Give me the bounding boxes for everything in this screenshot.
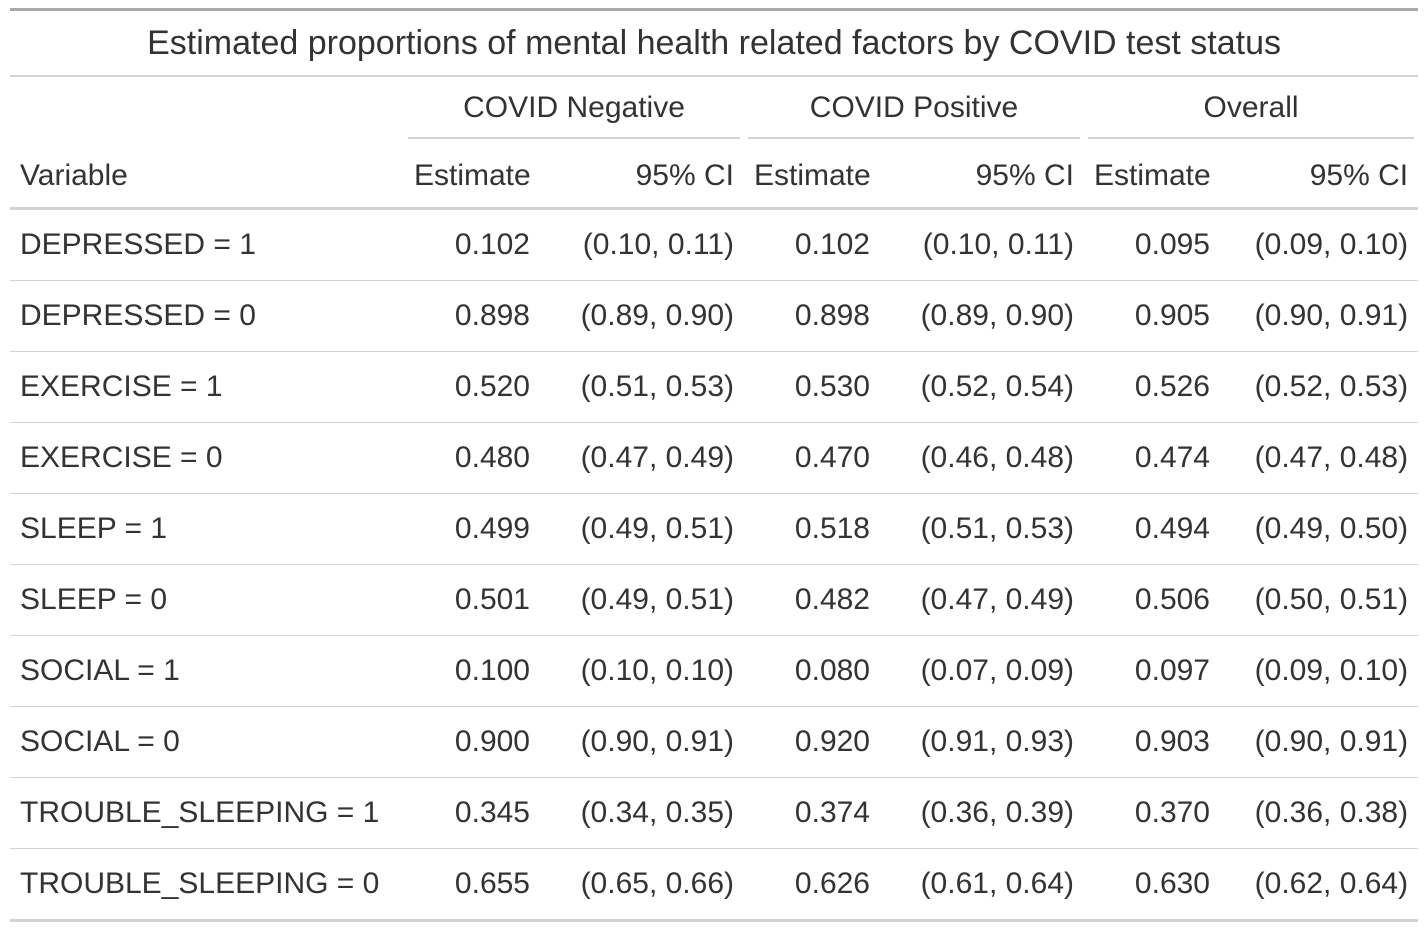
spanner-covid-negative: COVID Negative: [404, 76, 744, 145]
table-row: SOCIAL = 1 0.100 (0.10, 0.10) 0.080 (0.07, 0…: [10, 635, 1419, 707]
column-header-estimate: Estimate: [404, 145, 540, 210]
ci-cell: (0.47, 0.49): [880, 564, 1084, 636]
variable-cell: TROUBLE_SLEEPING = 1: [10, 777, 404, 849]
variable-cell: SLEEP = 0: [10, 564, 404, 636]
estimate-cell: 0.097: [1084, 635, 1220, 707]
results-table-container: Estimated proportions of mental health r…: [10, 8, 1419, 922]
table-body: DEPRESSED = 1 0.102 (0.10, 0.11) 0.102 (0.10…: [10, 208, 1419, 922]
spanner-label: Overall: [1088, 91, 1415, 139]
variable-cell: EXERCISE = 0: [10, 422, 404, 494]
ci-cell: (0.47, 0.49): [540, 422, 744, 494]
ci-cell: (0.36, 0.38): [1220, 777, 1419, 849]
estimate-cell: 0.100: [404, 635, 540, 707]
estimate-cell: 0.905: [1084, 280, 1220, 352]
ci-cell: (0.65, 0.66): [540, 848, 744, 922]
estimate-cell: 0.482: [744, 564, 880, 636]
estimate-cell: 0.506: [1084, 564, 1220, 636]
variable-cell: DEPRESSED = 1: [10, 208, 404, 281]
ci-cell: (0.52, 0.53): [1220, 351, 1419, 423]
estimate-cell: 0.102: [744, 208, 880, 281]
spanner-label: COVID Positive: [748, 91, 1080, 139]
ci-cell: (0.90, 0.91): [1220, 280, 1419, 352]
estimate-cell: 0.474: [1084, 422, 1220, 494]
variable-cell: TROUBLE_SLEEPING = 0: [10, 848, 404, 922]
spanner-overall: Overall: [1084, 76, 1418, 145]
estimate-cell: 0.501: [404, 564, 540, 636]
ci-cell: (0.49, 0.51): [540, 564, 744, 636]
estimate-cell: 0.080: [744, 635, 880, 707]
estimate-cell: 0.898: [404, 280, 540, 352]
estimate-cell: 0.345: [404, 777, 540, 849]
table-row: EXERCISE = 0 0.480 (0.47, 0.49) 0.470 (0.46,…: [10, 422, 1419, 494]
ci-cell: (0.07, 0.09): [880, 635, 1084, 707]
column-header-estimate: Estimate: [1084, 145, 1220, 210]
ci-cell: (0.47, 0.48): [1220, 422, 1419, 494]
column-header-ci: 95% CI: [540, 145, 744, 210]
ci-cell: (0.52, 0.54): [880, 351, 1084, 423]
empty-spanner-cell: [10, 76, 404, 145]
table-row: TROUBLE_SLEEPING = 1 0.345 (0.34, 0.35) 0.3…: [10, 777, 1419, 849]
estimate-cell: 0.530: [744, 351, 880, 423]
ci-cell: (0.49, 0.50): [1220, 493, 1419, 565]
spanner-label: COVID Negative: [408, 91, 740, 139]
estimate-cell: 0.900: [404, 706, 540, 778]
estimate-cell: 0.655: [404, 848, 540, 922]
variable-cell: SOCIAL = 0: [10, 706, 404, 778]
estimate-cell: 0.626: [744, 848, 880, 922]
estimate-cell: 0.898: [744, 280, 880, 352]
ci-cell: (0.51, 0.53): [540, 351, 744, 423]
table-title: Estimated proportions of mental health r…: [10, 8, 1419, 77]
ci-cell: (0.10, 0.10): [540, 635, 744, 707]
ci-cell: (0.91, 0.93): [880, 706, 1084, 778]
ci-cell: (0.36, 0.39): [880, 777, 1084, 849]
variable-cell: SOCIAL = 1: [10, 635, 404, 707]
estimate-cell: 0.102: [404, 208, 540, 281]
ci-cell: (0.62, 0.64): [1220, 848, 1419, 922]
estimate-cell: 0.470: [744, 422, 880, 494]
table-row: SLEEP = 0 0.501 (0.49, 0.51) 0.482 (0.47, 0.…: [10, 564, 1419, 636]
table-row: EXERCISE = 1 0.520 (0.51, 0.53) 0.530 (0.52,…: [10, 351, 1419, 423]
estimate-cell: 0.494: [1084, 493, 1220, 565]
estimate-cell: 0.095: [1084, 208, 1220, 281]
table-row: DEPRESSED = 0 0.898 (0.89, 0.90) 0.898 (0.89…: [10, 280, 1419, 352]
estimate-cell: 0.920: [744, 706, 880, 778]
estimate-cell: 0.518: [744, 493, 880, 565]
ci-cell: (0.49, 0.51): [540, 493, 744, 565]
estimate-cell: 0.374: [744, 777, 880, 849]
variable-cell: SLEEP = 1: [10, 493, 404, 565]
ci-cell: (0.10, 0.11): [880, 208, 1084, 281]
estimate-cell: 0.370: [1084, 777, 1220, 849]
estimate-cell: 0.520: [404, 351, 540, 423]
estimate-cell: 0.630: [1084, 848, 1220, 922]
ci-cell: (0.34, 0.35): [540, 777, 744, 849]
ci-cell: (0.61, 0.64): [880, 848, 1084, 922]
ci-cell: (0.46, 0.48): [880, 422, 1084, 494]
ci-cell: (0.89, 0.90): [880, 280, 1084, 352]
estimate-cell: 0.903: [1084, 706, 1220, 778]
ci-cell: (0.90, 0.91): [1220, 706, 1419, 778]
estimate-cell: 0.526: [1084, 351, 1220, 423]
column-header-ci: 95% CI: [1220, 145, 1419, 210]
table-row: DEPRESSED = 1 0.102 (0.10, 0.11) 0.102 (0.10…: [10, 208, 1419, 281]
column-header-ci: 95% CI: [880, 145, 1084, 210]
ci-cell: (0.09, 0.10): [1220, 208, 1419, 281]
spanner-covid-positive: COVID Positive: [744, 76, 1084, 145]
table-row: SOCIAL = 0 0.900 (0.90, 0.91) 0.920 (0.91, 0…: [10, 706, 1419, 778]
estimate-cell: 0.499: [404, 493, 540, 565]
ci-cell: (0.90, 0.91): [540, 706, 744, 778]
ci-cell: (0.50, 0.51): [1220, 564, 1419, 636]
variable-cell: EXERCISE = 1: [10, 351, 404, 423]
column-header-estimate: Estimate: [744, 145, 880, 210]
ci-cell: (0.89, 0.90): [540, 280, 744, 352]
table-row: SLEEP = 1 0.499 (0.49, 0.51) 0.518 (0.51, 0.…: [10, 493, 1419, 565]
ci-cell: (0.09, 0.10): [1220, 635, 1419, 707]
results-table: Estimated proportions of mental health r…: [10, 8, 1419, 922]
estimate-cell: 0.480: [404, 422, 540, 494]
table-row: TROUBLE_SLEEPING = 0 0.655 (0.65, 0.66) 0.6…: [10, 848, 1419, 922]
column-header-variable: Variable: [10, 145, 404, 210]
ci-cell: (0.51, 0.53): [880, 493, 1084, 565]
ci-cell: (0.10, 0.11): [540, 208, 744, 281]
variable-cell: DEPRESSED = 0: [10, 280, 404, 352]
